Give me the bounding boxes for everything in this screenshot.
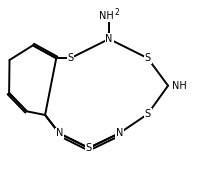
Text: S: S [145,109,151,119]
Text: NH: NH [99,11,114,21]
Text: 2: 2 [115,8,120,17]
Text: NH: NH [172,81,187,91]
Text: N: N [105,34,113,44]
Text: N: N [116,128,123,138]
Text: S: S [67,53,74,63]
Text: N: N [56,128,63,138]
Text: S: S [145,53,151,63]
Text: S: S [86,143,92,153]
